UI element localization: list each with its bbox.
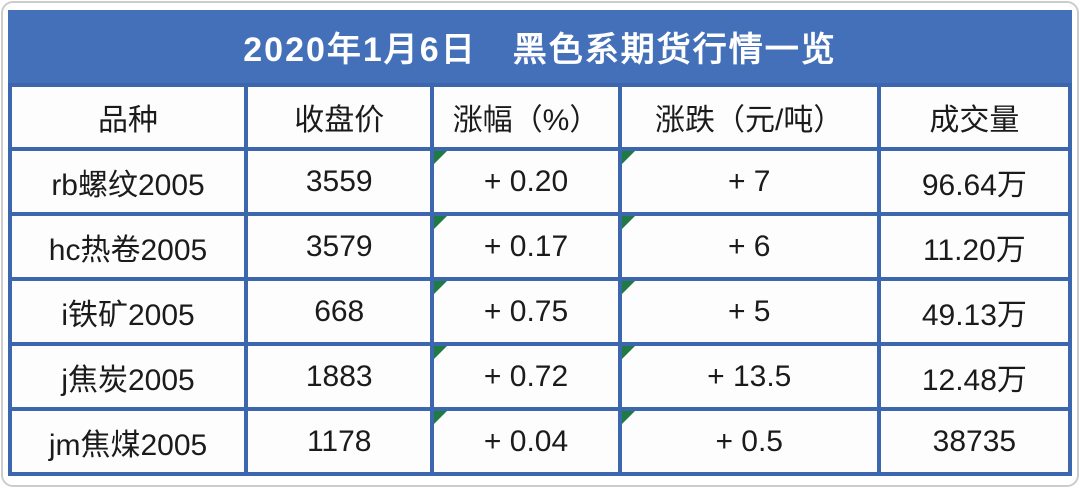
table-row: i铁矿2005 668 + 0.75 + 5 49.13万 (7, 277, 1073, 346)
table-row: rb螺纹2005 3559 + 0.20 + 7 96.64万 (7, 147, 1073, 216)
change-pct-value: + 0.04 (483, 424, 569, 458)
cell-flag-icon (436, 283, 448, 294)
header-cell-change-pct: 涨幅（%） (430, 83, 622, 151)
change-pct-cell: + 0.75 (430, 277, 622, 346)
cell-flag-icon (623, 153, 635, 164)
change-yuan-cell: + 7 (617, 147, 881, 216)
header-cell-variety: 品种 (7, 83, 249, 151)
title-bar: 2020年1月6日 黑色系期货行情一览 (8, 10, 1072, 83)
close-price-cell: 1178 (244, 407, 435, 476)
variety-cell: j焦炭2005 (7, 342, 249, 411)
table-row: j焦炭2005 1883 + 0.72 + 13.5 12.48万 (7, 342, 1073, 411)
change-pct-cell: + 0.72 (430, 342, 622, 411)
variety-cell: jm焦煤2005 (7, 407, 249, 476)
cell-flag-icon (436, 348, 448, 359)
close-price-cell: 3559 (244, 147, 435, 216)
volume-cell: 12.48万 (876, 342, 1073, 411)
change-pct-cell: + 0.04 (430, 407, 622, 476)
change-pct-value: + 0.17 (483, 229, 569, 263)
change-yuan-cell: + 6 (617, 212, 881, 281)
cell-flag-icon (623, 348, 635, 359)
close-price-cell: 1883 (244, 342, 435, 411)
table-row: jm焦煤2005 1178 + 0.04 + 0.5 38735 (7, 407, 1073, 476)
cell-flag-icon (623, 283, 635, 294)
close-price-cell: 668 (244, 277, 435, 346)
cell-flag-icon (623, 218, 635, 229)
page-title: 2020年1月6日 黑色系期货行情一览 (243, 31, 837, 69)
change-pct-cell: + 0.20 (430, 147, 622, 216)
futures-data-table: 品种 收盘价 涨幅（%） 涨跌（元/吨） 成交量 rb螺纹2005 3559 +… (7, 83, 1073, 476)
change-pct-value: + 0.20 (483, 164, 569, 198)
table-row: hc热卷2005 3579 + 0.17 + 6 11.20万 (7, 212, 1073, 281)
change-yuan-value: + 0.5 (715, 424, 783, 458)
change-pct-value: + 0.75 (483, 294, 569, 328)
change-yuan-value: + 7 (727, 164, 771, 198)
header-cell-close-price: 收盘价 (244, 83, 435, 151)
change-yuan-value: + 5 (727, 294, 771, 328)
header-cell-change-yuan: 涨跌（元/吨） (617, 83, 881, 151)
change-yuan-cell: + 0.5 (617, 407, 881, 476)
header-cell-volume: 成交量 (876, 83, 1073, 151)
volume-cell: 96.64万 (876, 147, 1073, 216)
cell-flag-icon (623, 413, 635, 424)
variety-cell: rb螺纹2005 (7, 147, 249, 216)
change-pct-cell: + 0.17 (430, 212, 622, 281)
volume-cell: 11.20万 (876, 212, 1073, 281)
cell-flag-icon (436, 153, 448, 164)
table-header-row: 品种 收盘价 涨幅（%） 涨跌（元/吨） 成交量 (7, 83, 1073, 151)
volume-cell: 49.13万 (876, 277, 1073, 346)
change-yuan-cell: + 13.5 (617, 342, 881, 411)
change-yuan-value: + 6 (727, 229, 771, 263)
variety-cell: hc热卷2005 (7, 212, 249, 281)
cell-flag-icon (436, 218, 448, 229)
close-price-cell: 3579 (244, 212, 435, 281)
volume-cell: 38735 (876, 407, 1073, 476)
futures-table-sheet: 2020年1月6日 黑色系期货行情一览 品种 收盘价 涨幅（%） 涨跌（元/吨）… (7, 10, 1073, 476)
change-yuan-cell: + 5 (617, 277, 881, 346)
variety-cell: i铁矿2005 (7, 277, 249, 346)
change-yuan-value: + 13.5 (707, 359, 792, 393)
change-pct-value: + 0.72 (483, 359, 569, 393)
cell-flag-icon (436, 413, 448, 424)
